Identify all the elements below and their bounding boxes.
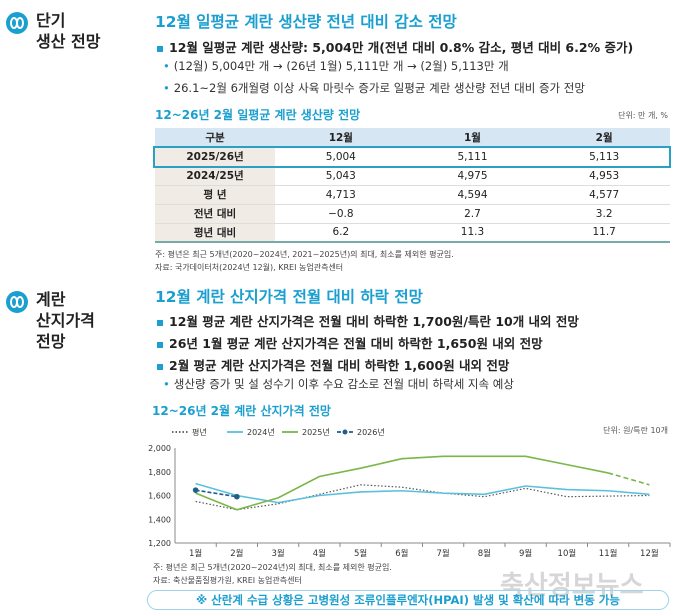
section1-sub-1: (12월) 5,004만 개 → (26년 1월) 5,111만 개 → (2월… [163, 58, 509, 74]
row-label: 2025/26년 [155, 147, 275, 167]
table-row: 2025/26년 5,004 5,111 5,113 [155, 147, 670, 167]
table-header: 구분 12월 1월 2월 [155, 128, 670, 148]
y-tick-label: 1,400 [148, 515, 171, 524]
table-source: 자료: 국가데이터처(2024년 12월), KREI 농업관측센터 [155, 263, 344, 272]
section-icon [6, 12, 28, 34]
cell: 5,111 [406, 147, 539, 167]
table-title: 12~26년 2월 일평균 계란 생산량 전망 [155, 108, 361, 122]
x-tick-label: 3월 [272, 548, 285, 559]
header-cell: 1월 [406, 128, 539, 148]
section2-sub: 생산량 증가 및 설 성수기 이후 수요 감소로 전월 대비 하락세 지속 예상 [163, 376, 514, 392]
x-tick-label: 5월 [354, 548, 367, 559]
highlight-row-box [153, 146, 671, 168]
section2-title: 계란 산지가격 전망 [36, 290, 95, 351]
section-icon [6, 291, 28, 313]
series-forecast-line [607, 472, 650, 486]
table-row: 평 년 4,713 4,594 4,577 [155, 185, 670, 205]
x-tick-label: 7월 [437, 548, 450, 559]
series-line [195, 482, 650, 504]
price-chart: 1,200 1,400 1,600 1,800 2,000 1월 2월 3월 4월 5월 6월 7월 8… [148, 427, 671, 559]
cell: 11.3 [406, 223, 539, 243]
x-tick-label: 9월 [519, 548, 532, 559]
cell: 5,004 [275, 147, 407, 167]
cell: 5,043 [275, 166, 407, 186]
cell: 11.7 [538, 223, 670, 243]
y-tick-label: 1,800 [148, 468, 171, 477]
table-row: 전년 대비 −0.8 2.7 3.2 [155, 204, 670, 224]
section1-title: 단기 생산 전망 [36, 11, 101, 51]
row-label: 평 년 [155, 185, 275, 205]
cell: 4,713 [275, 185, 407, 205]
section2-bullet: 12월 평균 계란 산지가격은 전월 대비 하락한 1,700원/특란 10개 … [157, 311, 579, 330]
y-tick-label: 1,600 [148, 492, 171, 501]
legend-label: 2026년 [357, 427, 385, 437]
cell: 4,594 [406, 185, 539, 205]
section2-bullet: 2월 평균 계란 산지가격은 전월 대비 하락한 1,600원 내외 전망 [157, 355, 509, 374]
section1-sub-2: 26.1~2월 6개월령 이상 사육 마릿수 증가로 일평균 계란 생산량 전년… [163, 80, 585, 96]
section2-headline: 12월 계란 산지가격 전월 대비 하락 전망 [155, 288, 423, 306]
table-unit: 단위: 만 개, % [618, 111, 668, 120]
cell: −0.8 [275, 204, 407, 224]
table-note: 주: 평년은 최근 5개년(2020~2024년, 2021~2025년)의 최… [155, 250, 454, 259]
row-label: 평년 대비 [155, 223, 275, 243]
x-tick-label: 8월 [478, 548, 491, 559]
cell: 2.7 [406, 204, 539, 224]
cell: 4,975 [406, 166, 539, 186]
watermark: 축산정보뉴스 [500, 571, 644, 601]
table-row: 2024/25년 5,043 4,975 4,953 [155, 166, 670, 186]
data-point [234, 493, 240, 500]
x-tick-label: 4월 [313, 548, 326, 559]
legend-label: 평년 [192, 427, 207, 437]
cell: 3.2 [538, 204, 670, 224]
legend-marker [342, 429, 348, 435]
x-tick-label: 12월 [640, 548, 659, 559]
y-tick-label: 2,000 [148, 444, 171, 453]
header-cell: 구분 [155, 128, 275, 148]
cell: 6.2 [275, 223, 407, 243]
chart-title: 12~26년 2월 계란 산지가격 전망 [152, 404, 331, 418]
header-cell: 2월 [538, 128, 670, 148]
series-line [195, 455, 609, 511]
chart-note: 주: 평년은 최근 5개년(2020~2024년)의 최대, 최소를 제외한 평… [153, 563, 392, 572]
x-tick-label: 10월 [558, 548, 577, 559]
x-tick-label: 6월 [395, 548, 408, 559]
legend-label: 2024년 [247, 427, 275, 437]
x-tick-label: 11월 [599, 548, 618, 559]
row-label: 전년 대비 [155, 204, 275, 224]
x-tick-label: 2월 [230, 548, 243, 559]
section2-bullet: 26년 1월 평균 계란 산지가격은 전월 대비 하락한 1,650원 내외 전… [157, 333, 543, 352]
cell: 5,113 [538, 147, 670, 167]
data-point [192, 487, 199, 493]
section1-headline: 12월 일평균 계란 생산량 전년 대비 감소 전망 [155, 13, 457, 31]
series-line [195, 489, 238, 498]
row-label: 2024/25년 [155, 166, 275, 186]
cell: 4,953 [538, 166, 670, 186]
cell: 4,577 [538, 185, 670, 205]
y-tick-label: 1,200 [148, 539, 171, 548]
notice-banner: ※ 산란계 수급 상황은 고병원성 조류인플루엔자(HPAI) 발생 및 확산에… [147, 590, 669, 610]
chart-unit: 단위: 원/특란 10개 [603, 426, 668, 435]
x-tick-label: 1월 [189, 548, 202, 559]
chart-source: 자료: 축산물품질평가원, KREI 농업관측센터 [153, 576, 302, 585]
section1-bullet: 12월 일평균 계란 생산량: 5,004만 개(전년 대비 0.8% 감소, … [157, 37, 633, 56]
table-row: 평년 대비 6.2 11.3 11.7 [155, 223, 670, 243]
series-line [195, 484, 650, 511]
legend-label: 2025년 [302, 427, 330, 437]
header-cell: 12월 [275, 128, 407, 148]
